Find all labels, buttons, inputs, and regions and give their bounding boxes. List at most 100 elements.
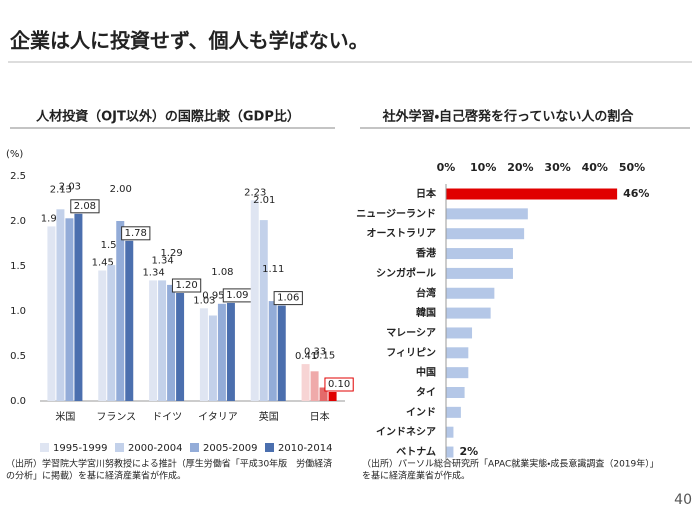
value-label: 2.23: [244, 187, 266, 198]
value-label-box: [121, 226, 151, 241]
value-label: 1.06: [277, 293, 299, 304]
bar: [446, 387, 465, 398]
y-tick-label: ニュージーランド: [356, 208, 436, 220]
y-tick-label: 0.5: [10, 351, 26, 362]
bar: [446, 188, 618, 200]
bar: [226, 302, 235, 401]
legend-swatch: [265, 443, 274, 452]
x-tick-label: 30%: [544, 161, 570, 174]
bar: [158, 280, 167, 401]
y-tick-label: 中国: [416, 366, 436, 379]
slide-title: 企業は人に投資せず、個人も学ばない。: [10, 29, 369, 53]
bar: [446, 446, 454, 458]
chart-title: 人材投資（OJT以外）の国際比較（GDP比）: [35, 109, 300, 125]
value-label: 1.08: [211, 267, 233, 278]
bar: [328, 392, 337, 401]
value-label: 1.03: [193, 295, 215, 306]
x-tick-label: 40%: [582, 161, 608, 174]
x-tick-label: 英国: [259, 410, 279, 423]
bar: [446, 307, 491, 319]
value-label: 2.01: [253, 195, 275, 206]
bar: [446, 347, 469, 359]
legend-swatch: [190, 443, 199, 452]
bar: [446, 287, 495, 299]
value-label: 1.78: [125, 228, 147, 239]
value-label: 46%: [623, 187, 649, 200]
value-label: 1.20: [175, 280, 197, 291]
bar: [98, 270, 107, 401]
x-tick-label: 0%: [437, 161, 456, 174]
bar: [208, 315, 217, 401]
legend-label: 2005-2009: [203, 443, 258, 454]
value-label: 1.34: [151, 255, 173, 266]
value-label: 2.13: [50, 184, 72, 195]
y-tick-label: インドネシア: [376, 426, 436, 438]
bar: [301, 364, 310, 401]
bar: [310, 371, 319, 401]
value-label-box: [171, 278, 202, 293]
x-tick-label: 10%: [470, 161, 496, 174]
bar: [319, 387, 328, 401]
x-tick-label: 米国: [55, 410, 75, 423]
value-label: 2%: [459, 445, 478, 458]
x-tick-label: ドイツ: [152, 412, 182, 423]
legend-swatch: [115, 443, 124, 452]
bar: [56, 209, 65, 401]
bar: [116, 221, 125, 401]
value-label: 2.03: [59, 181, 81, 192]
x-tick-label: 20%: [507, 161, 533, 174]
value-label-box: [70, 199, 100, 214]
value-label: 1.94: [41, 213, 63, 224]
source-note: （出所）パーソル総合研究所「APAC就業実態・成長意識調査（2019年）」: [362, 458, 659, 470]
y-tick-label: 2.0: [10, 216, 26, 227]
page-number: 40: [674, 492, 692, 508]
value-label-box: [324, 377, 354, 392]
y-tick-label: シンガポール: [376, 266, 436, 279]
y-tick-label: 2.5: [10, 171, 26, 182]
bar: [446, 228, 525, 240]
y-tick-label: 0.0: [10, 396, 26, 407]
y-tick-label: ベトナム: [396, 446, 436, 458]
bar: [47, 226, 56, 401]
x-tick-label: イタリア: [198, 411, 238, 423]
bar: [167, 284, 176, 401]
y-tick-label: 香港: [416, 247, 437, 260]
bar: [199, 308, 208, 401]
value-label: 0.10: [328, 379, 350, 390]
value-label: 1.45: [92, 258, 114, 269]
bar: [107, 265, 116, 401]
x-tick-label: 50%: [619, 161, 645, 174]
y-tick-label: タイ: [416, 387, 436, 399]
y-tick-label: マレーシア: [386, 327, 436, 339]
bar: [217, 303, 226, 401]
value-label: 2.08: [74, 201, 96, 212]
bar: [446, 426, 454, 438]
bar: [277, 305, 286, 401]
bar: [176, 293, 185, 401]
y-tick-label: 1.0: [10, 306, 26, 317]
value-label: 0.95: [202, 291, 224, 302]
bar: [250, 200, 259, 401]
legend-swatch: [40, 443, 49, 452]
bar: [65, 218, 74, 401]
source-note: の分析」に掲載）を基に経済産業省が作成。: [6, 470, 186, 482]
bar: [125, 240, 134, 401]
y-tick-label: インド: [406, 406, 436, 418]
source-note: （出所）学習院大学宮川努教授による推計（厚生労働省「平成30年版 労働経済: [6, 458, 332, 470]
bar: [446, 248, 513, 260]
y-tick-label: 1.5: [10, 261, 26, 272]
value-label-box: [273, 291, 303, 306]
y-tick-label: フィリピン: [386, 347, 436, 359]
y-tick-label: 台湾: [416, 286, 436, 299]
value-label: 2.00: [110, 184, 132, 195]
y-tick-label: オーストラリア: [367, 228, 437, 240]
bar: [149, 280, 158, 401]
y-tick-label: 韓国: [416, 306, 436, 319]
bar: [268, 301, 277, 401]
bar: [446, 406, 461, 418]
legend-label: 1995-1999: [53, 443, 108, 454]
value-label: 1.11: [262, 264, 284, 275]
legend-label: 2010-2014: [278, 443, 333, 454]
value-label: 0.41: [295, 351, 317, 362]
